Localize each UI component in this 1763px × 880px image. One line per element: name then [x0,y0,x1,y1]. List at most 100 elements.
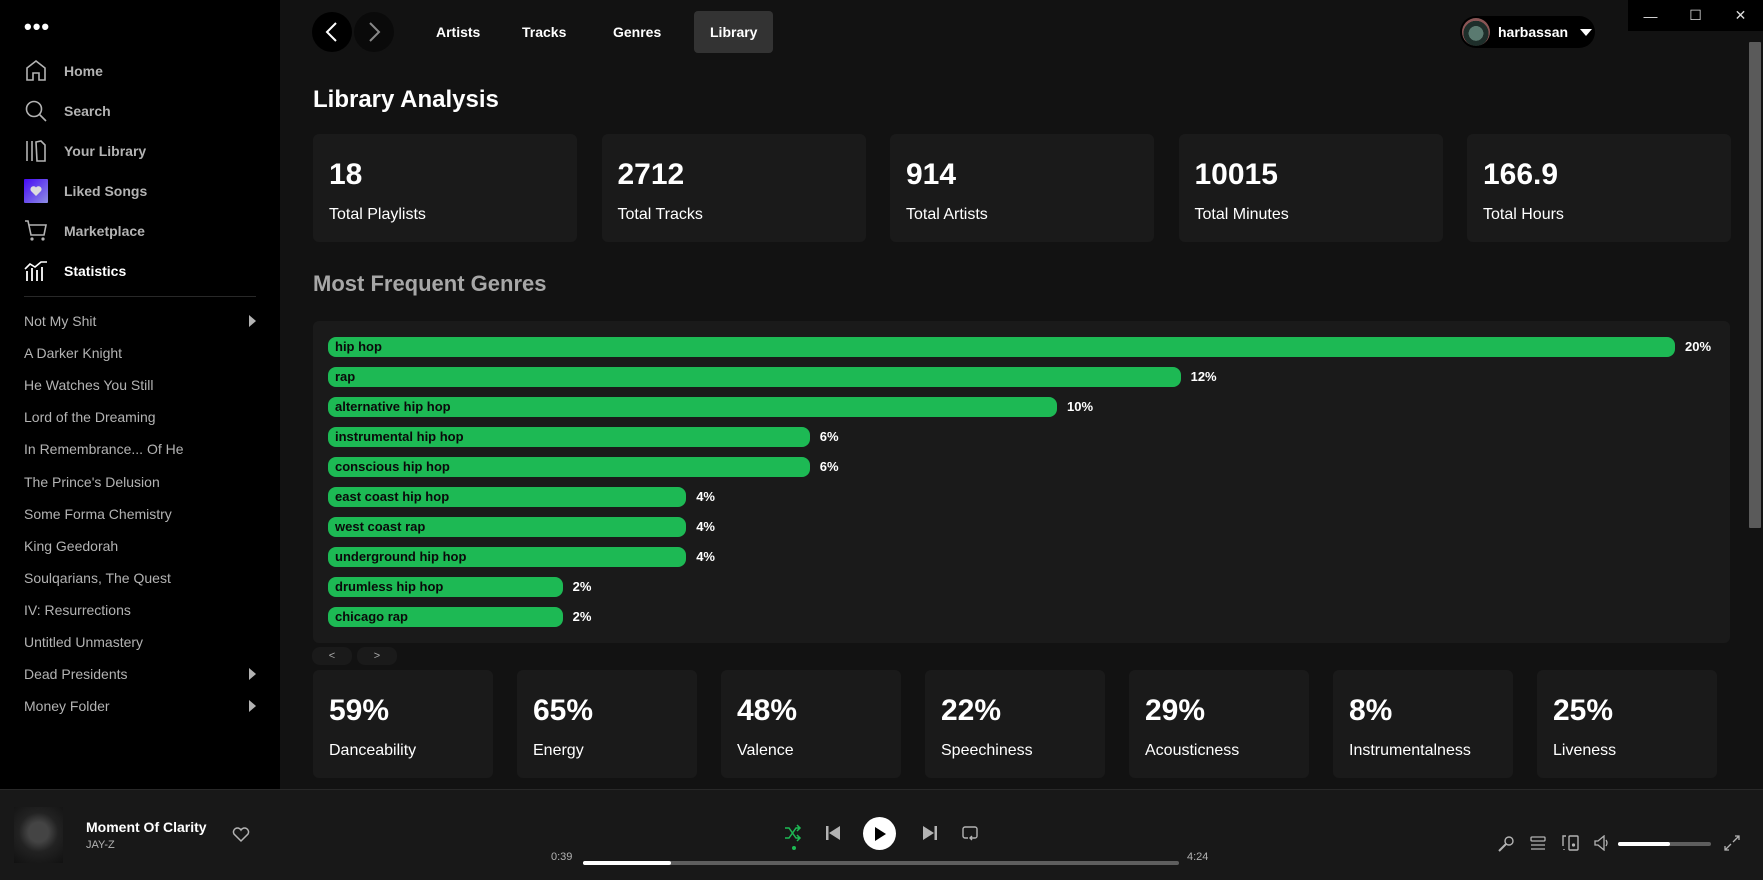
genre-percent: 4% [696,549,715,564]
volume-slider[interactable] [1618,842,1711,846]
genre-percent: 4% [696,519,715,534]
close-button[interactable]: ✕ [1734,7,1747,23]
playlist-item[interactable]: The Prince's Delusion [24,472,256,492]
tab-genres[interactable]: Genres [613,24,662,40]
playlist-name: He Watches You Still [24,377,154,394]
sidebar-item-marketplace[interactable]: Marketplace [24,216,145,246]
feature-card: 59% Danceability [313,670,493,778]
genre-bar: west coast rap [328,517,687,537]
sidebar-item-home[interactable]: Home [24,56,103,86]
feature-card: 29% Acousticness [1129,670,1309,778]
window-controls: — ☐ ✕ [1628,0,1763,31]
minimize-button[interactable]: — [1643,7,1658,24]
feature-label: Instrumentalness [1349,742,1471,759]
tab-tracks[interactable]: Tracks [522,24,567,40]
track-title[interactable]: Moment Of Clarity [86,819,207,835]
feature-value: 59% [329,694,390,727]
play-button[interactable] [863,817,896,850]
chevron-left-icon [325,22,337,42]
scrollbar[interactable] [1749,42,1761,528]
sidebar-item-liked-songs[interactable]: Liked Songs [24,176,147,206]
feature-label: Energy [533,742,584,759]
playlist-name: Not My Shit [24,313,97,329]
playlist-item[interactable]: Untitled Unmastery [24,632,256,652]
genre-name: rap [335,369,356,384]
playlist-name: Money Folder [24,698,110,715]
sidebar-item-your-library[interactable]: Your Library [24,136,146,166]
playlist-name: Some Forma Chemistry [24,505,172,522]
genre-name: alternative hip hop [335,399,451,414]
playlist-item[interactable]: Dead Presidents [24,664,256,684]
sidebar-item-label: Statistics [64,263,127,279]
folder-expand-icon[interactable] [249,668,256,681]
fullscreen-icon[interactable] [1724,835,1740,851]
caret-down-icon [1580,28,1593,36]
track-artist[interactable]: JAY-Z [86,839,115,851]
stat-label: Total Tracks [617,206,703,223]
genre-bar: chicago rap [328,607,563,627]
next-icon[interactable] [922,825,938,841]
progress-bar[interactable] [583,861,1179,865]
stat-card: 18 Total Playlists [313,134,577,242]
stat-value: 18 [329,158,363,191]
genre-name: drumless hip hop [335,579,444,594]
playlist-name: Lord of the Dreaming [24,409,156,426]
playlist-item[interactable]: He Watches You Still [24,375,256,395]
playlist-item[interactable]: Lord of the Dreaming [24,407,256,427]
maximize-button[interactable]: ☐ [1689,7,1702,23]
genre-name: hip hop [335,339,382,354]
devices-icon[interactable] [1562,835,1580,851]
genre-name: west coast rap [335,519,426,534]
tab-library[interactable]: Library [694,11,774,53]
stat-value: 166.9 [1483,158,1559,191]
playlist-item[interactable]: Some Forma Chemistry [24,504,256,524]
lyrics-mic-icon[interactable] [1497,835,1515,853]
queue-icon[interactable] [1530,835,1546,851]
feature-value: 8% [1349,694,1393,727]
volume-icon[interactable] [1594,835,1610,851]
folder-expand-icon[interactable] [249,315,256,327]
playlist-name: King Geedorah [24,537,119,554]
genre-percent: 2% [572,609,592,624]
user-menu[interactable]: harbassan [1460,16,1595,48]
prev-page-button[interactable]: < [312,647,352,665]
stat-card: 166.9 Total Hours [1467,134,1731,242]
sidebar-item-search[interactable]: Search [24,96,111,126]
repeat-icon[interactable] [962,825,978,841]
sidebar-item-statistics[interactable]: Statistics [24,256,126,286]
more-dots-icon[interactable]: ••• [24,14,51,39]
playlist-item[interactable]: King Geedorah [24,536,256,556]
heart-icon[interactable] [232,827,250,843]
stat-card: 914 Total Artists [890,134,1154,242]
shuffle-icon[interactable] [784,824,802,842]
album-cover[interactable] [14,807,63,863]
playlist-item[interactable]: In Remembrance... Of He [24,439,256,459]
statistics-icon [24,261,47,281]
genre-name: conscious hip hop [335,459,450,474]
feature-value: 29% [1145,694,1206,727]
genre-percent: 12% [1190,369,1217,384]
playlist-item[interactable]: A Darker Knight [24,343,256,363]
playlist-item[interactable]: Money Folder [24,696,256,716]
genre-percent: 2% [572,579,592,594]
sidebar-item-label: Home [64,63,103,79]
playlist-item[interactable]: IV: Resurrections [24,600,256,620]
next-page-button[interactable]: > [357,647,397,665]
folder-expand-icon[interactable] [249,700,256,713]
playlist-item[interactable]: Soulqarians, The Quest [24,568,256,588]
forward-button[interactable] [354,12,394,52]
feature-value: 22% [941,694,1002,727]
sidebar-item-label: Search [64,103,111,119]
genres-title: Most Frequent Genres [313,271,547,296]
feature-card: 22% Speechiness [925,670,1105,778]
playlist-name: The Prince's Delusion [24,473,160,490]
feature-card: 65% Energy [517,670,697,778]
genre-bar: rap [328,367,1181,387]
previous-icon[interactable] [825,825,841,841]
tab-artists[interactable]: Artists [436,24,481,40]
genre-bar: drumless hip hop [328,577,563,597]
feature-value: 65% [533,694,594,727]
back-button[interactable] [312,12,352,52]
genre-bar: conscious hip hop [328,457,810,477]
playlist-item[interactable]: Not My Shit [24,311,256,331]
